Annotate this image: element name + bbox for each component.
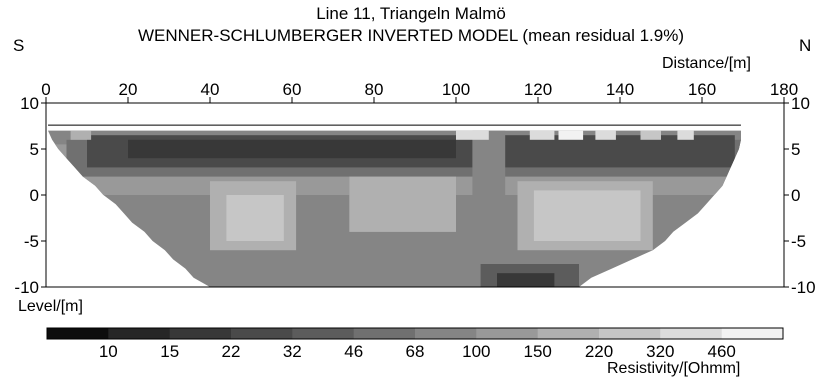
y-tick-label-right: 10 [791, 94, 810, 113]
y-tick-label-left: 10 [20, 94, 39, 113]
colorbar-tick-label: 10 [99, 342, 118, 361]
x-axis-label: Distance/[m] [662, 55, 751, 72]
colorbar-tick-label: 320 [646, 342, 674, 361]
model-cell-16 [558, 130, 584, 140]
direction-label-south: S [13, 36, 25, 55]
x-tick-label: 140 [606, 80, 634, 99]
colorbar: 10 15 22 32 46 68 100 150 220 320 460 [46, 327, 784, 361]
model-cell-8 [226, 195, 284, 241]
colorbar-swatch [476, 328, 539, 339]
x-tick-label: 180 [770, 80, 798, 99]
model-cell-11 [533, 190, 641, 241]
x-tick-label: 60 [283, 80, 302, 99]
model-cell-5 [472, 130, 506, 287]
model-cell-18 [640, 130, 661, 140]
y-tick-label-left: -5 [24, 232, 39, 251]
colorbar-tick-label: 220 [585, 342, 613, 361]
colorbar-tick-label: 68 [406, 342, 425, 361]
colorbar-tick-label: 32 [283, 342, 302, 361]
colorbar-tick-label: 460 [708, 342, 736, 361]
colorbar-swatch [599, 328, 661, 339]
colorbar-frame [46, 327, 784, 340]
colorbar-tick-label: 22 [222, 342, 241, 361]
direction-label-north: N [799, 36, 812, 55]
y-tick-label-left: -10 [14, 278, 39, 297]
colorbar-swatch [292, 328, 355, 339]
colorbar-swatch [415, 328, 477, 339]
y-tick-label-right: -5 [791, 232, 806, 251]
model-cell-15 [529, 130, 555, 140]
model-cell-13 [497, 273, 555, 287]
colorbar-swatch [353, 328, 416, 339]
y-tick-label-right: -10 [791, 278, 816, 297]
chart-title: Line 11, Triangeln Malmö [316, 4, 506, 23]
colorbar-swatch [537, 328, 600, 339]
model-cell-14 [456, 130, 489, 140]
colorbar-tick-label: 46 [344, 342, 363, 361]
colorbar-swatch [47, 328, 109, 339]
colorbar-swatch [721, 328, 784, 339]
model-cell-9 [349, 176, 456, 232]
colorbar-swatch [231, 328, 293, 339]
x-tick-label: 40 [201, 80, 220, 99]
y-tick-label-left: 0 [30, 186, 39, 205]
x-tick-label: 100 [442, 80, 470, 99]
x-tick-label: 20 [119, 80, 138, 99]
colorbar-tick-label: 150 [524, 342, 552, 361]
model-cell-19 [677, 130, 694, 140]
model-cell-17 [595, 130, 616, 140]
x-tick-label: 0 [41, 80, 50, 99]
colorbar-swatch [660, 328, 723, 339]
colorbar-tick-label: 15 [160, 342, 179, 361]
y-tick-label-right: 0 [791, 186, 800, 205]
x-tick-label: 120 [524, 80, 552, 99]
y-tick-label-right: 5 [791, 140, 800, 159]
colorbar-label: Resistivity/[Ohmm] [607, 360, 741, 377]
model-cell-4 [128, 139, 456, 159]
colorbar-tick-label: 100 [462, 342, 490, 361]
colorbar-swatch [169, 328, 232, 339]
model-section [48, 130, 741, 287]
y-tick-label-left: 5 [30, 140, 39, 159]
x-tick-label: 80 [365, 80, 384, 99]
colorbar-swatch [108, 328, 171, 339]
chart-subtitle: WENNER-SCHLUMBERGER INVERTED MODEL (mean… [137, 26, 684, 45]
x-tick-label: 160 [688, 80, 716, 99]
y-axis-label: Level/[m] [18, 298, 83, 315]
model-cell-20 [70, 130, 92, 140]
